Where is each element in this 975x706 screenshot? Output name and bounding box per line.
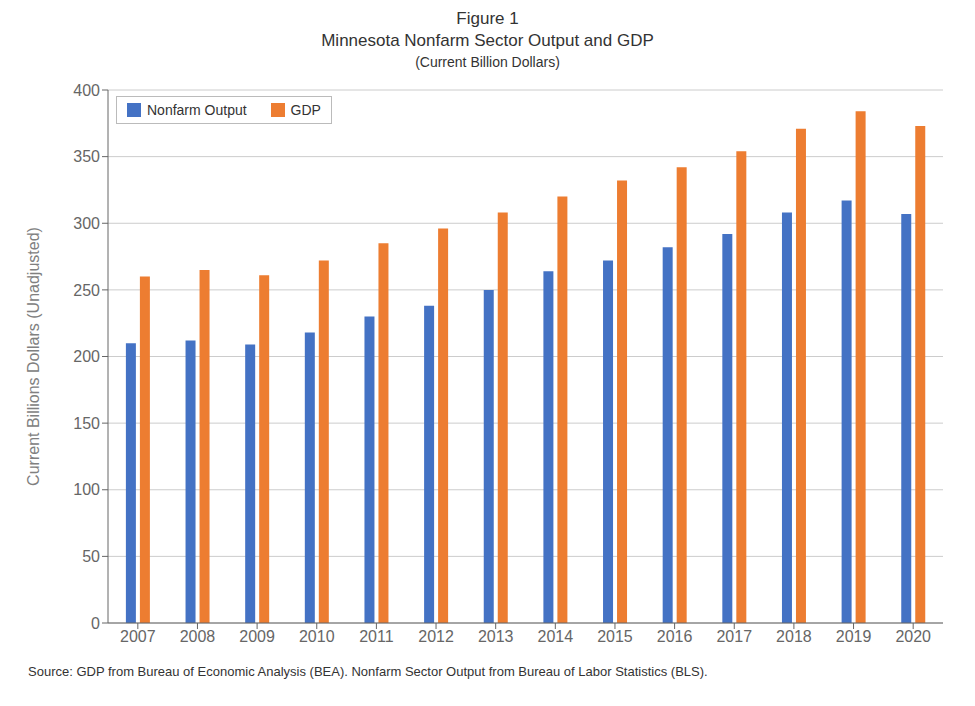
html-text:Minnesota Nonfarm Sector Outpu: Minnesota Nonfarm Sector Output and GDP xyxy=(321,31,654,50)
svg-text:2011: 2011 xyxy=(359,628,394,645)
svg-text:2019: 2019 xyxy=(836,628,872,645)
svg-text:2007: 2007 xyxy=(120,628,156,645)
html-text:Nonfarm Output: Nonfarm Output xyxy=(147,102,247,118)
svg-text:2018: 2018 xyxy=(776,628,812,645)
svg-text:50: 50 xyxy=(82,548,100,565)
svg-text:2017: 2017 xyxy=(716,628,752,645)
svg-text:250: 250 xyxy=(73,282,100,299)
svg-text:0: 0 xyxy=(91,615,100,632)
html-text:Figure 1: Figure 1 xyxy=(456,9,519,28)
svg-text:400: 400 xyxy=(73,82,100,99)
svg-text:300: 300 xyxy=(73,215,100,232)
html-text:GDP: GDP xyxy=(290,102,321,118)
svg-text:2016: 2016 xyxy=(657,628,693,645)
svg-text:2012: 2012 xyxy=(418,628,454,645)
svg-text:2009: 2009 xyxy=(239,628,275,645)
svg-text:2013: 2013 xyxy=(478,628,514,645)
svg-text:2008: 2008 xyxy=(180,628,216,645)
svg-text:100: 100 xyxy=(73,481,100,498)
svg-text:2010: 2010 xyxy=(299,628,335,645)
svg-text:200: 200 xyxy=(73,348,100,365)
svg-text:Current Billions Dollars (Unad: Current Billions Dollars (Unadjusted) xyxy=(25,227,42,486)
html-text:(Current Billion Dollars): (Current Billion Dollars) xyxy=(415,54,560,70)
svg-text:350: 350 xyxy=(73,148,100,165)
svg-text:150: 150 xyxy=(73,415,100,432)
svg-text:2020: 2020 xyxy=(895,628,931,645)
html-text:Source: GDP from Bureau of Eco: Source: GDP from Bureau of Economic Anal… xyxy=(28,664,708,679)
svg-text:2014: 2014 xyxy=(538,628,574,645)
svg-text:2015: 2015 xyxy=(597,628,633,645)
